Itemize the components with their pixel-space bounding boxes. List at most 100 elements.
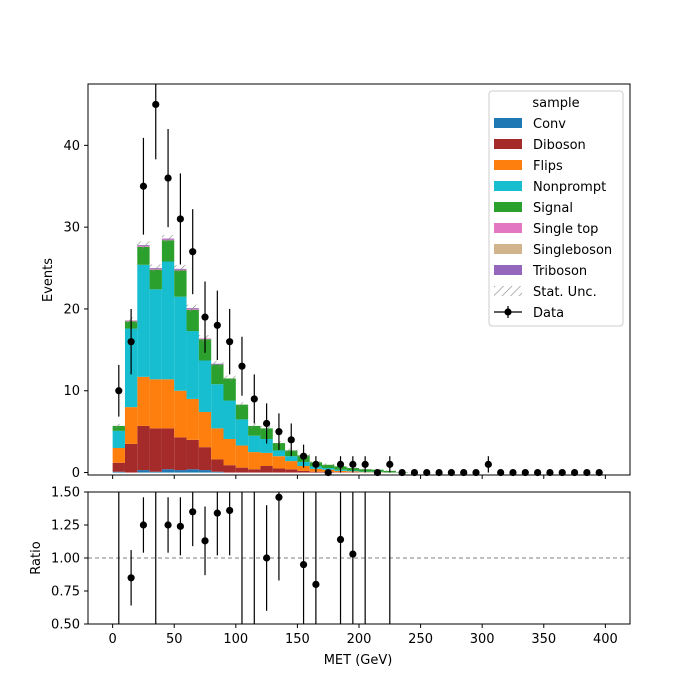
legend: sample Conv Diboson Flips Nonprompt Signal Si… xyxy=(488,90,624,327)
stat-unc-band xyxy=(112,423,125,428)
bar-nonprompt xyxy=(174,296,187,391)
data-point xyxy=(226,338,234,346)
legend-title: sample xyxy=(532,96,579,111)
bar-diboson xyxy=(260,466,273,473)
bar-nonprompt xyxy=(223,400,236,440)
legend-swatch-hatch xyxy=(494,286,522,296)
data-point xyxy=(472,468,480,477)
bar-flips xyxy=(174,390,187,438)
bar-conv xyxy=(186,469,199,473)
ratio-point xyxy=(213,509,221,517)
data-point xyxy=(509,468,517,477)
legend-label: Nonprompt xyxy=(533,180,606,195)
top-y-tick-label: 20 xyxy=(63,302,80,317)
data-point xyxy=(176,215,184,223)
bar-flips xyxy=(124,407,138,444)
bar-nonprompt xyxy=(235,419,249,446)
stat-unc-band xyxy=(322,463,335,467)
bar-conv xyxy=(149,471,162,473)
ratio-point xyxy=(139,521,148,529)
bar-diboson xyxy=(198,447,212,471)
bar-flips xyxy=(137,376,150,426)
bar-nonprompt xyxy=(137,264,150,377)
legend-label: Triboson xyxy=(532,264,587,279)
data-point xyxy=(484,460,492,468)
bar-conv xyxy=(161,469,175,473)
x-tick-label: 250 xyxy=(408,632,433,647)
data-point xyxy=(275,428,283,436)
data-point xyxy=(299,452,308,460)
bar-nonprompt xyxy=(112,430,125,449)
top-y-axis-label: Events xyxy=(41,258,56,302)
ratio-point xyxy=(226,506,234,515)
bar-nonprompt xyxy=(198,360,212,413)
bar-diboson xyxy=(248,469,261,473)
data-point xyxy=(595,468,603,477)
legend-label: Conv xyxy=(533,117,566,132)
bar-flips xyxy=(248,452,261,470)
data-point xyxy=(570,468,579,477)
bar-diboson xyxy=(137,425,150,471)
top-panel: 0 10 20 30 40 Events xyxy=(41,83,631,481)
legend-swatch xyxy=(494,202,522,212)
bar-diboson xyxy=(149,428,162,472)
ratio-point xyxy=(312,580,320,589)
bar-diboson xyxy=(297,470,310,473)
legend-label: Singleboson xyxy=(533,243,612,258)
ratio-point xyxy=(275,493,283,501)
bar-diboson xyxy=(285,469,298,473)
stat-unc-band xyxy=(149,264,162,272)
legend-swatch xyxy=(494,223,522,233)
top-y-tick-label: 40 xyxy=(63,139,80,154)
stat-unc-band xyxy=(174,265,187,273)
x-axis-label: MET (GeV) xyxy=(324,653,393,668)
data-point xyxy=(447,468,455,477)
top-y-tick-label: 0 xyxy=(72,466,80,481)
bar-nonprompt xyxy=(322,468,335,470)
bar-signal xyxy=(322,464,335,469)
legend-swatch xyxy=(494,265,522,275)
data-point xyxy=(349,460,357,468)
bar-signal xyxy=(248,425,261,436)
legend-label: Data xyxy=(533,306,564,321)
top-y-tick-label: 10 xyxy=(63,384,80,399)
ratio-point xyxy=(127,574,135,582)
x-tick-label: 400 xyxy=(593,632,618,647)
data-point xyxy=(201,313,209,321)
data-point xyxy=(127,338,135,346)
x-tick-label: 100 xyxy=(223,632,248,647)
legend-label: Diboson xyxy=(533,138,586,153)
legend-box xyxy=(488,90,624,327)
data-point xyxy=(497,468,505,477)
legend-label: Signal xyxy=(533,201,573,216)
bar-diboson xyxy=(272,468,286,473)
bar-nonprompt xyxy=(248,435,261,453)
x-tick-label: 200 xyxy=(347,632,372,647)
bottom-y-tick-label: 1.00 xyxy=(51,552,80,567)
data-point xyxy=(361,460,369,468)
bar-nonprompt xyxy=(161,261,175,380)
legend-swatch xyxy=(494,118,522,128)
x-tick-label: 0 xyxy=(108,632,116,647)
bar-signal xyxy=(112,425,125,431)
x-tick-label: 50 xyxy=(166,632,183,647)
x-tick-label: 300 xyxy=(470,632,495,647)
bar-conv xyxy=(137,470,150,473)
data-point xyxy=(213,321,221,329)
bar-diboson xyxy=(211,459,224,472)
data-point xyxy=(312,460,320,468)
bar-nonprompt xyxy=(186,331,199,399)
bar-signal xyxy=(223,378,236,401)
legend-label: Single top xyxy=(533,222,598,237)
data-point xyxy=(250,395,258,403)
legend-label: Stat. Unc. xyxy=(533,285,597,300)
bar-signal xyxy=(174,270,187,297)
data-point xyxy=(521,468,529,477)
bar-signal xyxy=(211,364,224,385)
legend-swatch xyxy=(494,244,522,254)
bottom-panel-frame xyxy=(87,491,631,625)
data-point xyxy=(164,174,172,182)
data-point xyxy=(263,419,271,428)
stat-unc-band xyxy=(161,234,175,243)
